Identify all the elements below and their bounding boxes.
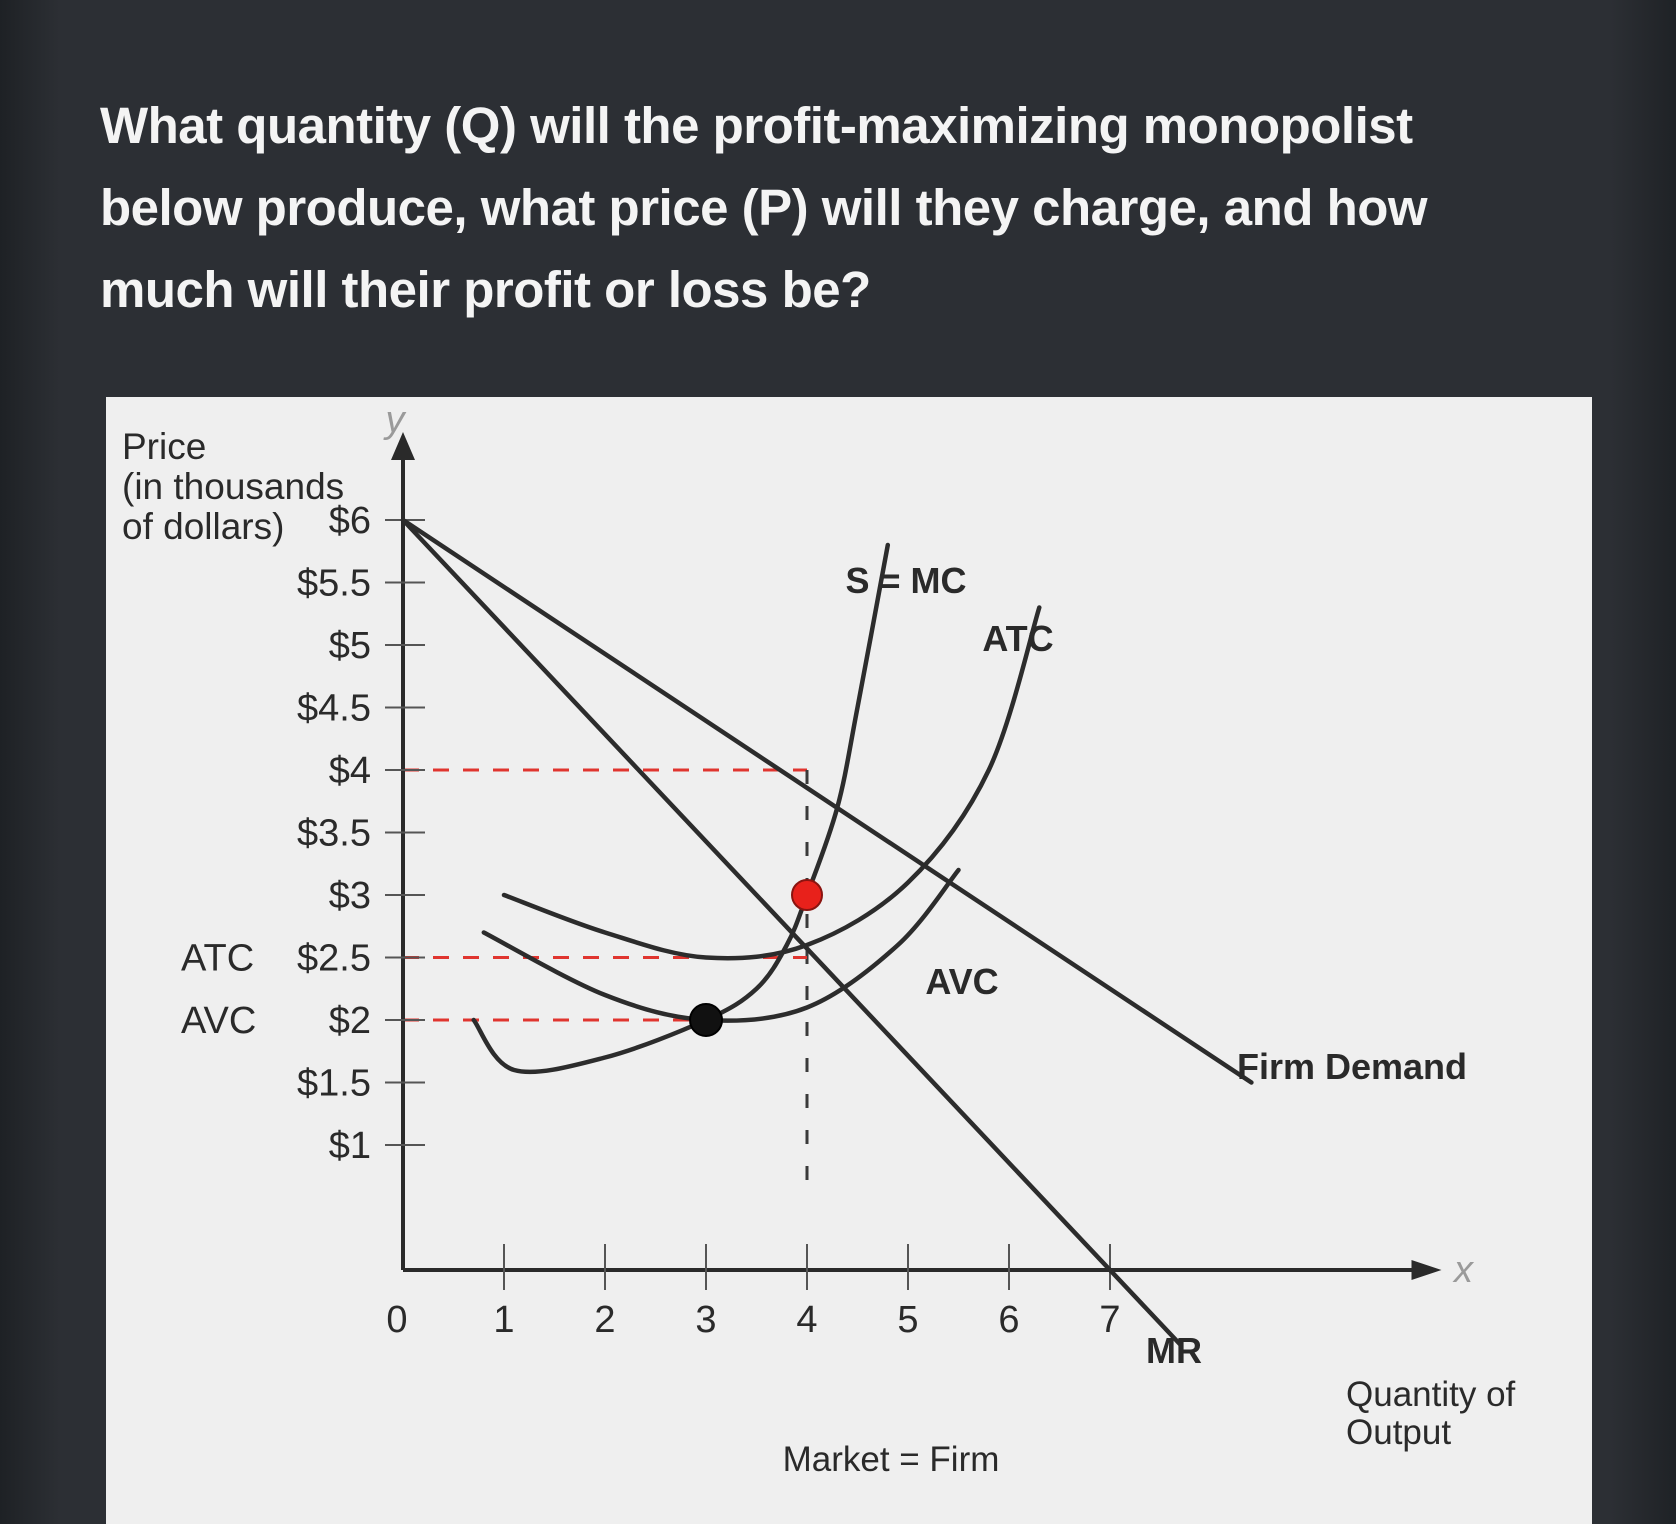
origin-label: 0 <box>386 1299 407 1341</box>
y-axis-title-line-1: (in thousands <box>122 466 344 507</box>
y-tick-label-2: $2 <box>329 1000 371 1042</box>
curve-label-avc: AVC <box>925 961 998 1002</box>
curve-atc <box>501 605 1042 961</box>
curve-label-atc: ATC <box>982 618 1053 659</box>
y-tick-label-5: $5 <box>329 625 371 667</box>
y-tick-label-4: $4 <box>329 750 371 792</box>
y-axis-title-line-2: of dollars) <box>122 506 284 547</box>
y-tick-label-3-5: $3.5 <box>297 813 371 855</box>
ticks: $6 $5.5 $5 $4.5 $4 $3.5 $3 $2.5 $2 $1.5 $1 ATC AVC 1 2… <box>181 500 1121 1341</box>
dashed-guides <box>403 768 809 1195</box>
monopoly-chart: $6 $5.5 $5 $4.5 $4 $3.5 $3 $2.5 $2 $1.5 $1 ATC AVC 1 2… <box>122 399 1516 1479</box>
y-tick-label-5-5: $5.5 <box>297 563 371 605</box>
x-tick-label-3: 3 <box>695 1299 716 1341</box>
y-tick-label-6: $6 <box>329 500 371 542</box>
y-axis-letter: y <box>383 399 407 441</box>
curve-firm-demand <box>400 517 1254 1085</box>
x-axis-arrow <box>1411 1260 1442 1280</box>
x-tick-label-5: 5 <box>897 1299 918 1341</box>
curves <box>400 517 1254 1348</box>
x-axis-title-line-0: Quantity of <box>1346 1375 1516 1414</box>
y-tick-label-1: $1 <box>329 1125 371 1167</box>
chart-panel: $6 $5.5 $5 $4.5 $4 $3.5 $3 $2.5 $2 $1.5 $1 ATC AVC 1 2… <box>106 397 1592 1524</box>
x-tick-label-1: 1 <box>493 1299 514 1341</box>
question-text: What quantity (Q) will the profit-maximi… <box>100 97 1428 318</box>
y-tick-label-1-5: $1.5 <box>297 1063 371 1105</box>
x-axis-title-line-1: Output <box>1346 1413 1451 1452</box>
x-tick-label-4: 4 <box>796 1299 817 1341</box>
x-tick-label-6: 6 <box>998 1299 1019 1341</box>
axes <box>391 432 1442 1280</box>
bottom-label: Market = Firm <box>783 1440 1000 1479</box>
curve-avc <box>481 867 961 1023</box>
red-point <box>791 879 823 911</box>
curve-s-mc <box>471 542 891 1075</box>
x-tick-label-2: 2 <box>594 1299 615 1341</box>
curve-label-mr: MR <box>1146 1330 1202 1371</box>
y-side-label-avc: AVC <box>181 1000 256 1042</box>
y-axis-title-line-0: Price <box>122 426 206 467</box>
y-side-label-atc: ATC <box>181 938 254 980</box>
y-tick-label-3: $3 <box>329 875 371 917</box>
x-axis-letter: x <box>1452 1249 1475 1291</box>
curve-label-firm-demand: Firm Demand <box>1237 1046 1467 1087</box>
y-axis-arrow <box>391 432 415 460</box>
black-point <box>689 1003 723 1037</box>
x-tick-label-7: 7 <box>1099 1299 1120 1341</box>
y-tick-label-2-5: $2.5 <box>297 938 371 980</box>
curve-label-s-mc: S = MC <box>845 560 966 601</box>
y-tick-label-4-5: $4.5 <box>297 688 371 730</box>
points <box>689 879 823 1037</box>
